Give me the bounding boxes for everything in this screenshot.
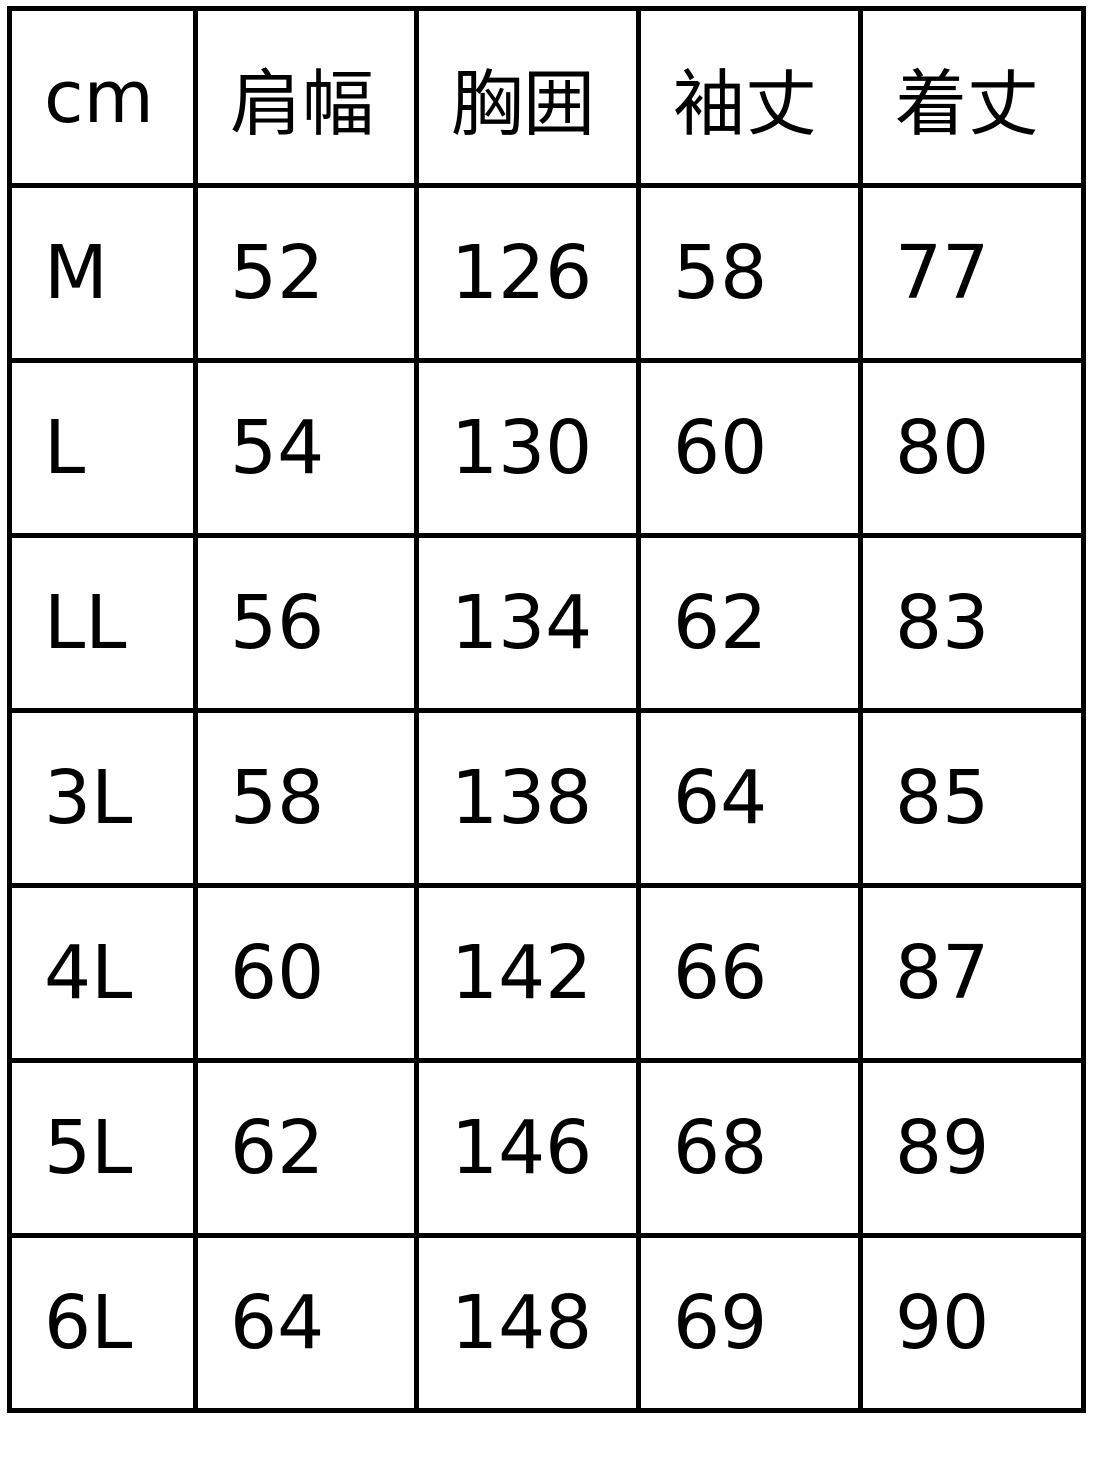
cell-body-length: 90 xyxy=(858,1233,1086,1413)
cell-size: 6L xyxy=(7,1233,198,1413)
cell-body-length: 85 xyxy=(858,708,1086,888)
cell-shoulder-width: 60 xyxy=(193,883,419,1063)
cell-body-length: 83 xyxy=(858,533,1086,713)
cell-size: LL xyxy=(7,533,198,713)
cell-sleeve-length: 62 xyxy=(636,533,863,713)
cell-size: L xyxy=(7,358,198,538)
cell-size: M xyxy=(7,183,198,363)
header-chest: 胸囲 xyxy=(414,6,641,188)
cell-sleeve-length: 60 xyxy=(636,358,863,538)
table-row: M 52 126 58 77 xyxy=(7,183,1086,363)
cell-sleeve-length: 68 xyxy=(636,1058,863,1238)
cell-chest: 146 xyxy=(414,1058,641,1238)
header-shoulder-width: 肩幅 xyxy=(193,6,419,188)
header-unit: cm xyxy=(7,6,198,188)
cell-chest: 138 xyxy=(414,708,641,888)
table-row: 4L 60 142 66 87 xyxy=(7,883,1086,1063)
cell-size: 4L xyxy=(7,883,198,1063)
cell-size: 3L xyxy=(7,708,198,888)
cell-body-length: 89 xyxy=(858,1058,1086,1238)
cell-sleeve-length: 58 xyxy=(636,183,863,363)
cell-shoulder-width: 58 xyxy=(193,708,419,888)
cell-shoulder-width: 62 xyxy=(193,1058,419,1238)
cell-shoulder-width: 56 xyxy=(193,533,419,713)
table-row: 3L 58 138 64 85 xyxy=(7,708,1086,888)
table-row: L 54 130 60 80 xyxy=(7,358,1086,538)
cell-sleeve-length: 64 xyxy=(636,708,863,888)
cell-chest: 148 xyxy=(414,1233,641,1413)
table-row: 6L 64 148 69 90 xyxy=(7,1233,1086,1413)
cell-body-length: 87 xyxy=(858,883,1086,1063)
cell-size: 5L xyxy=(7,1058,198,1238)
cell-body-length: 80 xyxy=(858,358,1086,538)
table-row: LL 56 134 62 83 xyxy=(7,533,1086,713)
cell-chest: 130 xyxy=(414,358,641,538)
cell-sleeve-length: 69 xyxy=(636,1233,863,1413)
header-row: cm 肩幅 胸囲 袖丈 着丈 xyxy=(7,6,1086,188)
header-body-length: 着丈 xyxy=(858,6,1086,188)
cell-sleeve-length: 66 xyxy=(636,883,863,1063)
cell-shoulder-width: 52 xyxy=(193,183,419,363)
cell-shoulder-width: 64 xyxy=(193,1233,419,1413)
cell-chest: 134 xyxy=(414,533,641,713)
cell-shoulder-width: 54 xyxy=(193,358,419,538)
cell-chest: 126 xyxy=(414,183,641,363)
cell-chest: 142 xyxy=(414,883,641,1063)
table-row: 5L 62 146 68 89 xyxy=(7,1058,1086,1238)
cell-body-length: 77 xyxy=(858,183,1086,363)
size-chart-table: cm 肩幅 胸囲 袖丈 着丈 M 52 126 58 77 L 54 130 60 80 LL 56 1… xyxy=(7,6,1086,1413)
header-sleeve-length: 袖丈 xyxy=(636,6,863,188)
